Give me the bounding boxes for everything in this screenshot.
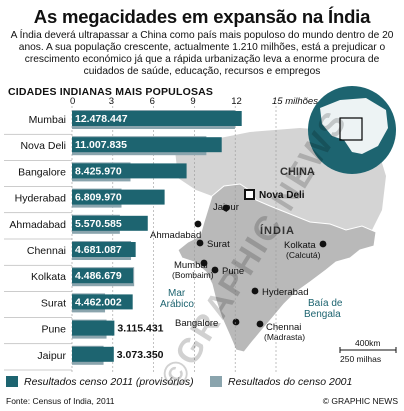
bar-value-label: 4.462.002 bbox=[75, 296, 122, 308]
label-bengala: Bengala bbox=[304, 309, 341, 320]
scale-km: 400km bbox=[355, 338, 381, 348]
label-kolkata: Kolkata bbox=[284, 240, 316, 251]
legend-label-2011: Resultados censo 2011 (provisórios) bbox=[24, 376, 194, 388]
bar-2011 bbox=[72, 137, 222, 153]
label-china: CHINA bbox=[280, 166, 315, 178]
label-arabico: Arábico bbox=[160, 299, 194, 310]
city-dot-bangalore bbox=[232, 318, 240, 326]
city-dot-chennai bbox=[256, 320, 264, 328]
label-jaipur: Jaipur bbox=[213, 202, 239, 213]
bar-2011 bbox=[72, 346, 114, 362]
label-calcuta: (Calcutá) bbox=[286, 250, 321, 260]
category-label: Ahmadabad bbox=[9, 219, 66, 231]
label-nova-deli: Nova Deli bbox=[259, 190, 305, 201]
label-pune: Pune bbox=[222, 266, 244, 277]
bar-2011 bbox=[72, 189, 165, 205]
legend-swatch-2001 bbox=[210, 376, 222, 387]
legend-swatch-2011 bbox=[6, 376, 18, 387]
bar-value-label: 6.809.970 bbox=[75, 192, 122, 204]
label-bombaim: (Bombaim) bbox=[172, 270, 214, 280]
category-label: Mumbai bbox=[29, 114, 66, 126]
category-label: Jaipur bbox=[37, 350, 66, 362]
category-label: Pune bbox=[41, 324, 66, 336]
scale-bar: 400km 250 milhas bbox=[339, 338, 397, 364]
bar-value-label: 5.570.585 bbox=[75, 218, 122, 230]
x-tick-label: 0 bbox=[70, 96, 75, 107]
legend-label-2001: Resultados do censo 2001 bbox=[228, 376, 353, 388]
label-india: ÍNDIA bbox=[260, 224, 295, 237]
category-label: Bangalore bbox=[18, 166, 66, 178]
legend: Resultados censo 2011 (provisórios) Resu… bbox=[0, 374, 404, 392]
label-surat: Surat bbox=[207, 239, 230, 250]
bar-2011 bbox=[72, 294, 133, 310]
bar-2011 bbox=[72, 268, 134, 284]
city-dot-ahmadabad bbox=[194, 220, 202, 228]
label-baia-de: Baía de bbox=[308, 298, 343, 309]
bar-value-label: 8.425.970 bbox=[75, 165, 122, 177]
city-dot-mumbai bbox=[200, 259, 208, 267]
city-dot-hyderabad bbox=[251, 287, 259, 295]
bar-value-label: 4.486.679 bbox=[75, 270, 122, 282]
category-label: Chennai bbox=[27, 245, 66, 257]
page-title: As megacidades em expansão na Índia bbox=[33, 6, 371, 27]
scale-miles: 250 milhas bbox=[340, 354, 381, 364]
label-madrasta: (Madrasta) bbox=[264, 332, 305, 342]
bar-2011 bbox=[72, 215, 148, 231]
label-mar: Mar bbox=[168, 288, 186, 299]
bar-value-label: 3.115.431 bbox=[117, 323, 163, 335]
city-dot-surat bbox=[196, 239, 204, 247]
label-ahmadabad: Ahmadabad bbox=[150, 230, 201, 241]
city-dot-pune bbox=[211, 266, 219, 274]
city-dot-kolkata bbox=[319, 240, 327, 248]
bar-value-label: 11.007.835 bbox=[75, 139, 127, 151]
label-mumbai: Mumbai bbox=[174, 260, 208, 271]
category-label: Nova Deli bbox=[20, 140, 66, 152]
category-label: Hyderabad bbox=[15, 193, 67, 205]
india-land bbox=[177, 183, 377, 353]
chart-title: CIDADES INDIANAS MAIS POPULOSAS bbox=[8, 86, 214, 98]
bar-2011 bbox=[72, 320, 115, 336]
bar-2011 bbox=[72, 163, 187, 179]
x-tick-label: 3 bbox=[109, 96, 114, 107]
x-tick-label: 9 bbox=[190, 96, 195, 107]
capital-marker bbox=[244, 189, 255, 200]
x-tick-label: 12 bbox=[231, 96, 242, 107]
label-chennai: Chennai bbox=[266, 322, 301, 333]
city-dot-jaipur bbox=[222, 204, 230, 212]
locator-globe bbox=[308, 86, 396, 174]
category-label: Surat bbox=[41, 297, 66, 309]
subtitle: A Índia deverá ultrapassar a China como … bbox=[10, 30, 394, 77]
bar-value-label: 4.681.087 bbox=[75, 244, 122, 256]
bar-value-label: 3.073.350 bbox=[117, 349, 164, 361]
label-hyderabad: Hyderabad bbox=[262, 287, 308, 298]
category-label: Kolkata bbox=[31, 271, 66, 283]
bar-value-label: 12.478.447 bbox=[75, 113, 128, 125]
label-bangalore: Bangalore bbox=[175, 318, 218, 329]
source: Fonte: Census of India, 2011 bbox=[6, 396, 115, 406]
x-tick-label: 6 bbox=[150, 96, 155, 107]
bar-2011 bbox=[72, 242, 136, 257]
bar-2011 bbox=[72, 111, 242, 126]
credit: © GRAPHIC NEWS bbox=[322, 396, 398, 406]
x-tick-label: 15 milhões bbox=[272, 96, 318, 107]
